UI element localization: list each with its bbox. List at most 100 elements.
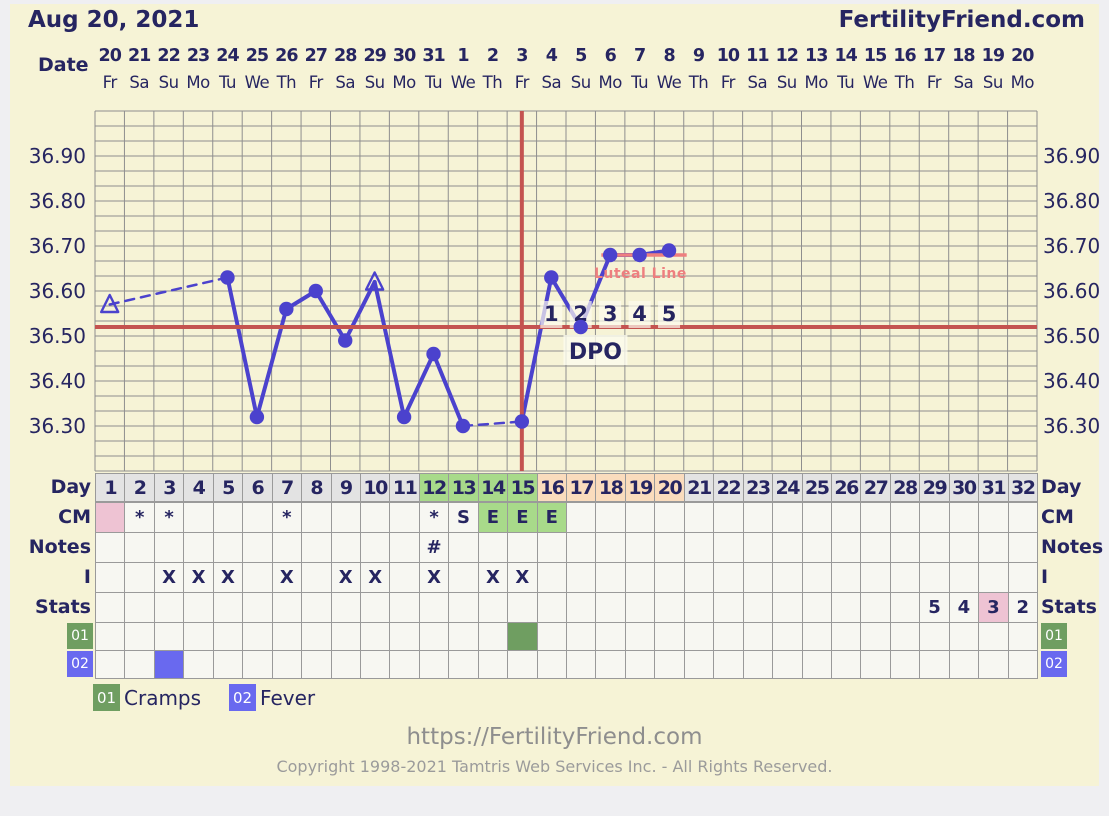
custom-02-cell-day-25 — [801, 650, 832, 679]
legend-badge-01: 01 — [93, 684, 120, 711]
intercourse-cell-day-8 — [301, 562, 332, 593]
date-number: 21 — [127, 46, 151, 66]
stats-cell-day-4 — [183, 592, 214, 623]
notes-cell-day-6 — [242, 532, 273, 563]
day-header-cell-2: 2 — [124, 473, 155, 502]
custom-01-cell-day-27 — [860, 622, 891, 651]
cm-cell-day-9 — [330, 502, 361, 533]
date-number: 18 — [952, 46, 975, 66]
brand-link[interactable]: FertilityFriend.com — [838, 7, 1085, 33]
custom-01-cell-day-5 — [212, 622, 244, 651]
custom-02-cell-day-9 — [330, 650, 361, 679]
dpo-number-bg — [540, 301, 563, 328]
date-weekday: Mo — [392, 73, 416, 92]
date-weekday: Mo — [598, 73, 622, 92]
notes-cell-day-10 — [359, 532, 391, 563]
y-axis-tick-right: 36.80 — [1043, 189, 1101, 213]
custom-02-cell-day-22 — [713, 650, 744, 679]
cm-cell-day-30 — [948, 502, 980, 533]
date-weekday: Fr — [308, 73, 324, 92]
custom-row-badge-02-right: 02 — [1041, 651, 1067, 677]
day-header-cell-4: 4 — [183, 473, 214, 502]
notes-cell-day-23 — [742, 532, 774, 563]
stats-cell-day-3 — [153, 592, 185, 623]
custom-02-cell-day-6 — [242, 650, 273, 679]
day-header-cell-23: 23 — [742, 473, 774, 502]
custom-02-cell-day-26 — [830, 650, 862, 679]
temperature-point-day-19 — [632, 247, 647, 263]
date-number: 9 — [692, 46, 705, 66]
custom-02-cell-day-16 — [536, 650, 567, 679]
row-label-day-left: Day — [50, 476, 91, 498]
cm-cell-day-5 — [212, 502, 244, 533]
date-number: 2 — [486, 46, 499, 66]
custom-02-cell-day-28 — [889, 650, 921, 679]
date-weekday: We — [862, 73, 888, 92]
footer-url-link[interactable]: https://FertilityFriend.com — [406, 724, 703, 750]
custom-02-cell-day-2 — [124, 650, 155, 679]
intercourse-cell-day-4: X — [183, 562, 214, 593]
day-header-cell-16: 16 — [536, 473, 567, 502]
day-header-cell-32: 32 — [1007, 473, 1038, 502]
notes-cell-day-15 — [507, 532, 538, 563]
cm-cell-day-19 — [624, 502, 656, 533]
stats-cell-day-5 — [212, 592, 244, 623]
day-header-cell-28: 28 — [889, 473, 921, 502]
day-header-cell-21: 21 — [683, 473, 715, 502]
date-number: 31 — [422, 46, 445, 66]
date-number: 12 — [775, 46, 799, 66]
date-number: 22 — [157, 46, 180, 66]
custom-01-cell-day-4 — [183, 622, 214, 651]
day-header-cell-8: 8 — [301, 473, 332, 502]
custom-02-cell-day-23 — [742, 650, 774, 679]
notes-cell-day-19 — [624, 532, 656, 563]
custom-01-cell-day-31 — [978, 622, 1009, 651]
custom-02-cell-day-18 — [595, 650, 626, 679]
intercourse-cell-day-27 — [860, 562, 891, 593]
bbt-chart-svg: Luteal Line 1 2 3 4 5 DPO — [94, 110, 1038, 472]
custom-02-cell-day-7 — [271, 650, 303, 679]
y-axis-tick-right: 36.70 — [1043, 234, 1101, 258]
stats-cell-day-21 — [683, 592, 715, 623]
cm-cell-day-1 — [95, 502, 126, 533]
stats-cell-day-16 — [536, 592, 567, 623]
intercourse-cell-day-14: X — [477, 562, 509, 593]
intercourse-cell-day-24 — [772, 562, 803, 593]
temperature-point-day-18 — [602, 247, 618, 263]
cm-cell-day-25 — [801, 502, 832, 533]
stats-cell-day-18 — [595, 592, 626, 623]
temperature-segment — [431, 352, 465, 428]
stats-cell-day-15 — [507, 592, 538, 623]
dpo-number: 1 — [544, 302, 559, 326]
intercourse-cell-day-11 — [389, 562, 420, 593]
intercourse-cell-day-5: X — [212, 562, 244, 593]
temperature-point-open-day-10 — [364, 271, 385, 291]
intercourse-cell-day-23 — [742, 562, 774, 593]
custom-01-cell-day-22 — [713, 622, 744, 651]
date-number: 25 — [245, 46, 269, 66]
intercourse-cell-day-25 — [801, 562, 832, 593]
day-header-cell-14: 14 — [477, 473, 509, 502]
legend-label-fever: Fever — [260, 685, 316, 710]
intercourse-cell-day-19 — [624, 562, 656, 593]
day-header-cell-7: 7 — [271, 473, 303, 502]
temperature-point-day-15 — [514, 414, 530, 429]
notes-cell-day-25 — [801, 532, 832, 563]
temperature-point-day-8 — [308, 283, 323, 299]
date-number: 23 — [186, 46, 210, 66]
y-axis-tick-left: 36.80 — [28, 189, 86, 213]
custom-02-cell-day-19 — [624, 650, 656, 679]
date-weekday: Mo — [186, 73, 210, 92]
y-axis-tick-right: 36.90 — [1043, 144, 1101, 168]
custom-01-cell-day-19 — [624, 622, 656, 651]
intercourse-cell-day-3: X — [153, 562, 185, 593]
dpo-label: DPO — [569, 340, 622, 365]
cm-cell-day-10 — [359, 502, 391, 533]
temperature-point-day-7 — [279, 301, 294, 317]
intercourse-cell-day-7: X — [271, 562, 303, 593]
day-header-cell-17: 17 — [566, 473, 597, 502]
custom-02-cell-day-10 — [359, 650, 391, 679]
notes-cell-day-18 — [595, 532, 626, 563]
notes-cell-day-5 — [212, 532, 244, 563]
intercourse-cell-day-26 — [830, 562, 862, 593]
